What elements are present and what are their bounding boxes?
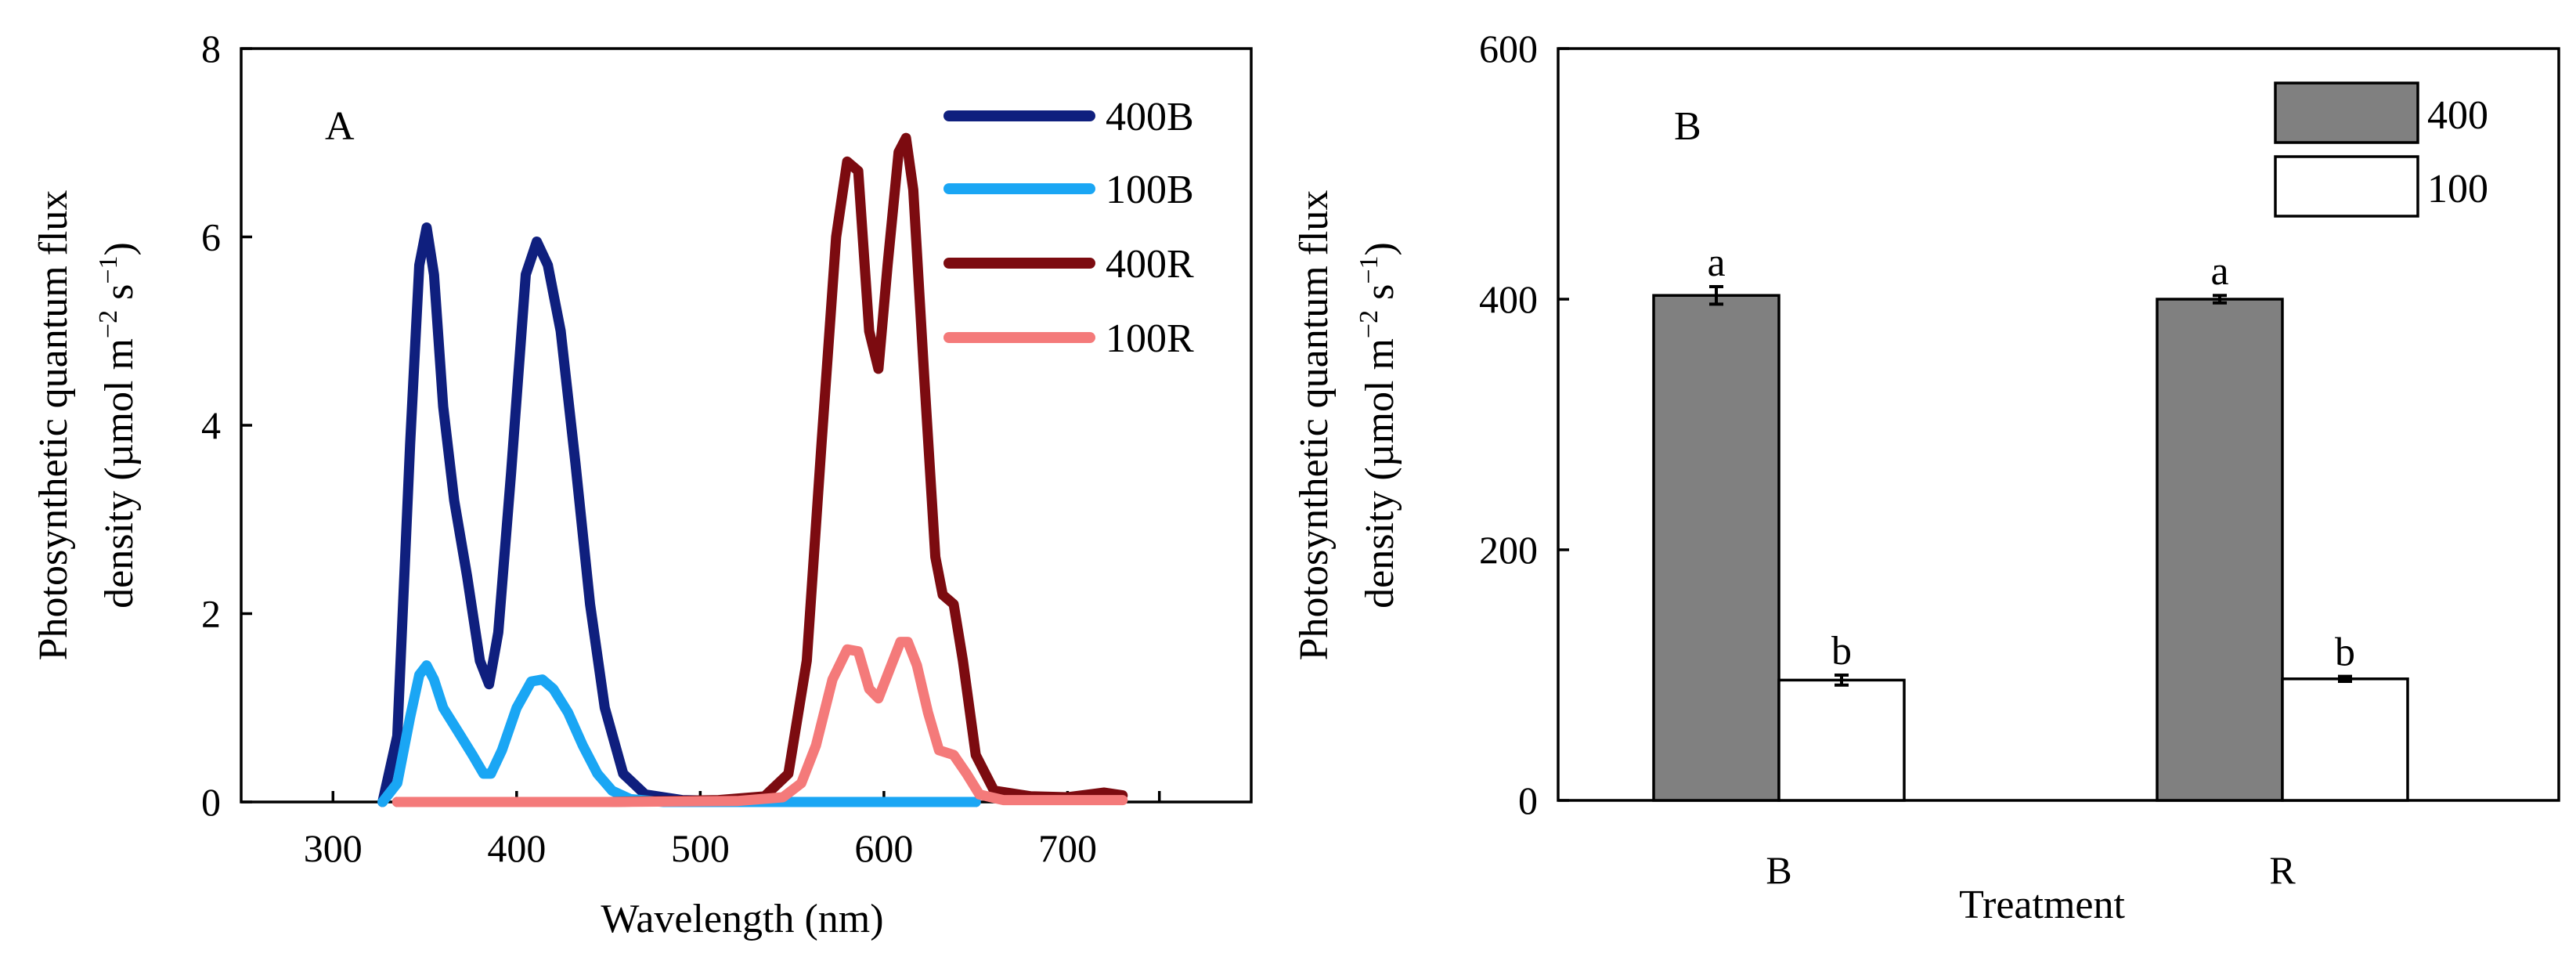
y-unit-sup1: −2: [1355, 310, 1384, 338]
series-line-400B: [377, 222, 981, 807]
panel-a-y-title-line1: Photosynthetic quantum flux: [31, 190, 76, 661]
legend-label-100R: 100R: [1106, 316, 1194, 361]
legend-label-400R: 400R: [1106, 242, 1194, 287]
y-tick-label-0: 0: [201, 780, 221, 824]
panel-b-y-ticks: 0 200 400 600: [1479, 27, 1569, 822]
y-tick-label-0: 0: [1518, 778, 1538, 822]
y-unit-sup1: −2: [94, 310, 123, 338]
panel-a-y-title-line2: density (µmol m−2 s−1): [94, 242, 142, 609]
y-tick-label-4: 4: [201, 403, 221, 447]
panel-b-letter: B: [1674, 104, 1701, 149]
series-line-400R: [391, 132, 1128, 807]
panel-a-series-lines: [377, 132, 1128, 807]
legend-label-100B: 100B: [1106, 168, 1194, 212]
bar-B-100: [1777, 678, 1906, 802]
y-unit-suffix: ): [97, 242, 142, 255]
y-unit-mid: s: [97, 284, 142, 310]
y-tick-label-600: 600: [1479, 27, 1538, 70]
legend-label-400B: 400B: [1106, 95, 1194, 139]
panel-b-x-axis-title: Treatment: [1959, 883, 2125, 927]
panel-a-letter: A: [325, 104, 355, 149]
legend-label-100: 100: [2427, 167, 2488, 211]
significance-label-R-100: b: [2335, 630, 2355, 675]
bar-R-400: [2156, 298, 2284, 802]
y-tick-label-2: 2: [201, 592, 221, 636]
x-tick-label-600: 600: [854, 826, 913, 870]
y-tick-label-6: 6: [201, 215, 221, 259]
y-unit-prefix: density (µmol m: [1358, 338, 1402, 609]
y-unit-sup2: −1: [1355, 255, 1384, 284]
y-unit-prefix: density (µmol m: [97, 338, 142, 609]
category-label-R: R: [2269, 848, 2296, 892]
panel-a-frame: [240, 47, 1253, 804]
significance-label-B-100: b: [1831, 629, 1852, 674]
y-tick-label-8: 8: [201, 27, 221, 70]
panel-a: 0 2 4 6 8 300 400 500 600 700 A 400B 100B 400R 1…: [31, 27, 1253, 941]
significance-label-B-400: a: [1707, 240, 1725, 285]
panel-a-y-ticks: 0 2 4 6 8: [201, 27, 252, 824]
y-tick-label-200: 200: [1479, 528, 1538, 572]
y-unit-sup2: −1: [94, 255, 123, 284]
x-tick-label-700: 700: [1038, 826, 1097, 870]
legend-swatch-100: [2274, 155, 2419, 218]
panel-a-y-axis-title: Photosynthetic quantum flux density (µmo…: [31, 190, 142, 661]
x-tick-label-500: 500: [671, 826, 730, 870]
significance-label-R-400: a: [2210, 249, 2228, 294]
x-tick-label-300: 300: [304, 826, 363, 870]
panel-b-y-axis-title: Photosynthetic quantum flux density (µmo…: [1292, 190, 1402, 661]
y-tick-label-400: 400: [1479, 277, 1538, 321]
panel-a-x-axis-title: Wavelength (nm): [601, 897, 883, 941]
panel-a-x-ticks: 300 400 500 600 700: [304, 791, 1161, 870]
panel-b-frame: [1557, 47, 2560, 802]
legend-label-400: 400: [2427, 93, 2488, 138]
bar-B-400: [1652, 294, 1780, 802]
y-unit-mid: s: [1358, 284, 1402, 310]
category-label-B: B: [1766, 848, 1791, 892]
series-line-100R: [391, 637, 1128, 807]
panel-a-legend: 400B 100B 400R 100R: [943, 95, 1194, 361]
x-tick-label-400: 400: [487, 826, 546, 870]
panel-b-legend: 400 100: [2274, 81, 2488, 218]
panel-b-y-title-line1: Photosynthetic quantum flux: [1292, 190, 1337, 661]
bar-R-100: [2281, 677, 2409, 802]
legend-swatch-400: [2274, 81, 2419, 144]
y-unit-suffix: ): [1358, 242, 1402, 255]
panel-b-bars: a b a b: [1652, 240, 2409, 802]
panel-b-y-title-line2: density (µmol m−2 s−1): [1355, 242, 1402, 609]
